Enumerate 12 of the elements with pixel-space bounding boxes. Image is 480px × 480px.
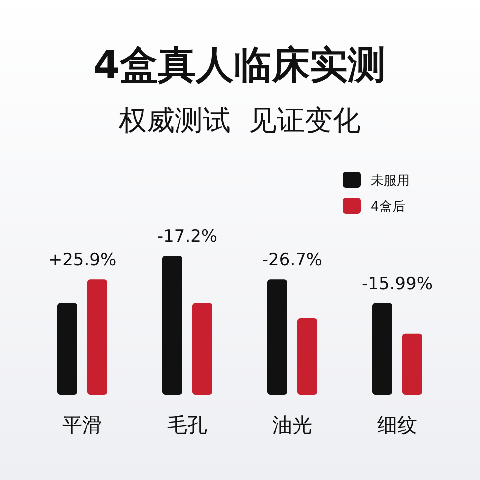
- legend-label: 4盒后: [371, 200, 406, 215]
- x-tick-label: 平滑: [62, 413, 102, 437]
- chart-title: 4盒真人临床实测: [94, 43, 386, 87]
- annotation: -26.7%: [262, 250, 323, 271]
- x-tick-label: 毛孔: [168, 413, 208, 437]
- x-tick-label: 细纹: [378, 413, 418, 437]
- annotation: +25.9%: [48, 250, 117, 271]
- annotation: -15.99%: [362, 274, 433, 294]
- chart-subtitle: 权威测试 见证变化: [118, 104, 361, 137]
- x-tick-label: 油光: [272, 413, 312, 437]
- legend-label: 未服用: [371, 174, 410, 189]
- text: -17.2%: [157, 227, 218, 247]
